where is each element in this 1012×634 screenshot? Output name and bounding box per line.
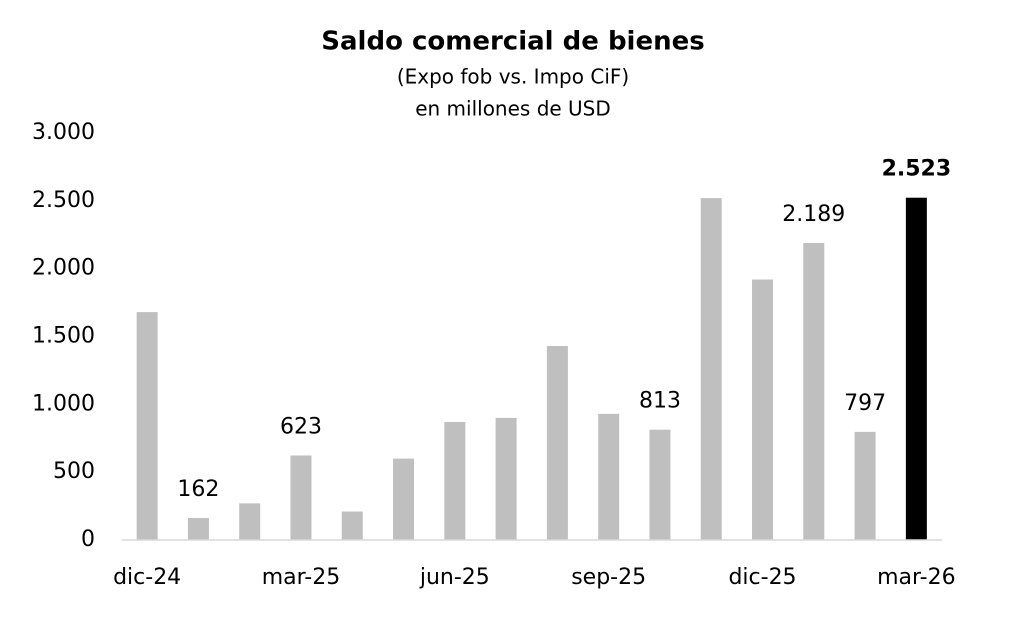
bar xyxy=(136,312,158,540)
bar xyxy=(649,429,671,540)
x-tick-label: jun-25 xyxy=(419,565,490,590)
bar xyxy=(546,345,568,540)
y-tick-label: 0 xyxy=(81,527,95,552)
x-tick-label: dic-25 xyxy=(728,565,796,590)
bar xyxy=(290,455,312,540)
x-tick-label: mar-25 xyxy=(262,565,340,590)
bar xyxy=(598,413,620,540)
chart-subtitle: en millones de USD xyxy=(415,97,611,121)
bar xyxy=(854,431,876,540)
y-tick-label: 1.500 xyxy=(32,324,95,349)
bar xyxy=(905,197,927,540)
data-label: 813 xyxy=(639,389,681,414)
data-label: 2.189 xyxy=(782,202,845,227)
data-label: 162 xyxy=(177,477,219,502)
y-tick-label: 2.000 xyxy=(32,256,95,281)
bar xyxy=(700,198,722,540)
bar xyxy=(444,421,466,540)
bar xyxy=(187,518,209,540)
x-tick-label: mar-26 xyxy=(877,565,955,590)
data-label: 2.523 xyxy=(882,157,952,182)
y-tick-label: 1.000 xyxy=(32,391,95,416)
chart-subtitle: (Expo fob vs. Impo CiF) xyxy=(397,65,629,89)
x-tick-label: dic-24 xyxy=(113,565,181,590)
y-tick-label: 500 xyxy=(53,459,95,484)
chart-title: Saldo comercial de bienes xyxy=(321,27,704,57)
bar xyxy=(752,279,774,540)
bar xyxy=(239,503,261,540)
data-label: 623 xyxy=(280,414,322,439)
y-tick-label: 2.500 xyxy=(32,188,95,213)
x-tick-label: sep-25 xyxy=(571,565,646,590)
y-tick-label: 3.000 xyxy=(32,120,95,145)
bar xyxy=(803,243,825,540)
bar xyxy=(393,458,415,540)
bar xyxy=(341,511,363,540)
bar xyxy=(495,417,517,540)
data-label: 797 xyxy=(844,391,886,416)
